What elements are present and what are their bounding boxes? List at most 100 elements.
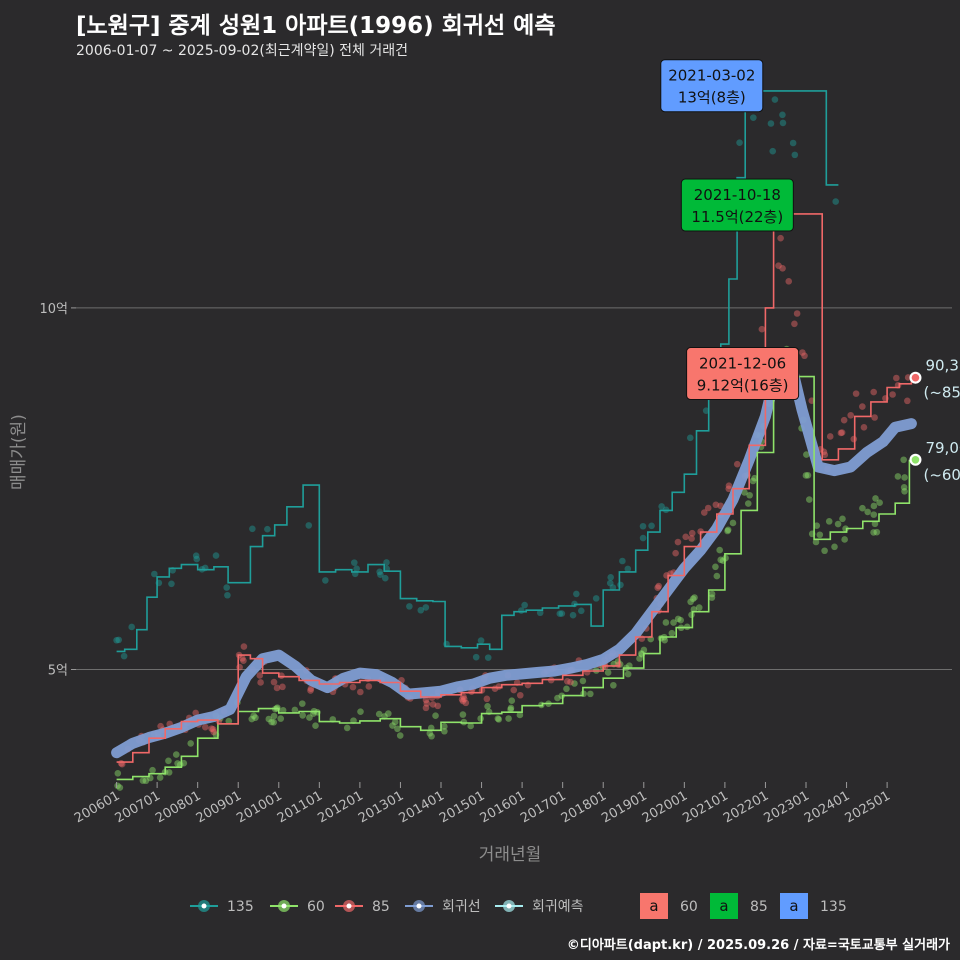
series-135-point <box>264 525 271 533</box>
series-135-point <box>477 637 485 644</box>
x-axis-label: 거래년월 <box>478 845 542 865</box>
series-60-point <box>746 491 753 499</box>
series-135-point <box>648 522 655 530</box>
series-60-point <box>268 718 275 726</box>
series-135-point <box>115 636 122 644</box>
series-60-point <box>610 681 617 689</box>
series-60-point <box>357 708 364 715</box>
series-60-point <box>505 715 512 722</box>
series-60-point <box>812 538 820 546</box>
series-135-point <box>472 653 480 661</box>
series-85-point <box>483 695 491 703</box>
series-60-point <box>668 629 676 637</box>
series-135-point <box>609 584 617 591</box>
series-85-point <box>733 460 741 468</box>
series-135-point <box>223 584 230 591</box>
x-tick-label: 200701 <box>113 788 163 826</box>
series-85-point <box>672 549 679 557</box>
y-tick-label: 5억 <box>48 664 68 679</box>
series-85-point <box>422 696 430 704</box>
series-135-point <box>573 590 580 598</box>
series-60-point <box>839 515 846 523</box>
series-85-point <box>850 435 858 443</box>
series-60-point <box>165 769 173 776</box>
legend-item-회귀선: 회귀선 <box>405 899 481 915</box>
series-60-point <box>841 536 848 543</box>
annotation-135: 2021-03-02 13억(8층) <box>660 59 764 113</box>
series-135-point <box>484 654 492 661</box>
series-60-point <box>250 712 258 720</box>
series-60-point <box>894 473 902 480</box>
legend-item-135: 135 <box>190 899 254 915</box>
series-85-point <box>826 433 834 440</box>
series-85-point <box>270 678 278 686</box>
x-tick-label: 201501 <box>437 788 487 826</box>
series-60-point <box>831 543 838 551</box>
series-85-point <box>791 320 798 328</box>
series-135-point <box>212 552 220 559</box>
series-85-point <box>615 661 622 669</box>
series-85-point <box>357 688 364 696</box>
series-85-point <box>423 700 431 707</box>
legend-item-60: 60 <box>270 899 325 915</box>
series-85-point <box>674 538 682 546</box>
series-60-point <box>385 710 392 717</box>
series-135-point <box>779 119 787 127</box>
series-135-point <box>769 147 777 155</box>
series-135-point <box>381 574 389 582</box>
series-60-point <box>876 499 883 506</box>
series-135-point <box>639 534 647 542</box>
series-60-point <box>803 451 810 458</box>
series-60-point <box>751 474 758 482</box>
series-135-point <box>168 580 175 588</box>
series-60-point <box>870 502 878 510</box>
series-60-point <box>579 677 587 685</box>
series-85-point <box>563 678 571 685</box>
series-60-point <box>872 495 879 502</box>
x-tick-label: 202101 <box>680 788 730 826</box>
regression-line <box>111 353 917 759</box>
series-60-point <box>900 456 907 464</box>
series-60-point <box>741 489 748 496</box>
series-85-point <box>840 416 848 424</box>
chart-subtitle: 2006-01-07 ~ 2025-09-02(최근계약일) 전체 거래건 <box>76 43 408 59</box>
series-135-point <box>224 591 231 599</box>
x-tick-label: 201301 <box>356 788 406 826</box>
legend: 135 60 85 회귀선 회귀예측 a 60 a 85 a 135 <box>190 893 847 919</box>
series-60-point <box>432 712 439 719</box>
series-85-point <box>462 699 470 707</box>
series-60-point <box>391 718 399 726</box>
series-60-point <box>624 670 632 678</box>
series-60-point <box>689 595 697 603</box>
series-60-point <box>459 711 467 718</box>
series-85-point <box>349 683 357 691</box>
legend-box-60: a 60 <box>640 893 698 919</box>
legend-box-key <box>780 893 808 919</box>
series-60-point <box>816 531 824 539</box>
series-85-point <box>201 723 209 731</box>
series-60-point <box>225 717 233 725</box>
series-85-point <box>801 352 808 360</box>
series-60-point <box>484 703 491 710</box>
legend-key-dot <box>416 903 422 909</box>
x-tick-label: 201801 <box>559 788 609 826</box>
series-85-point <box>799 349 806 356</box>
series-85-point <box>775 262 782 269</box>
series-60-point <box>298 700 306 707</box>
series-135-point <box>617 581 624 589</box>
series-60-point <box>717 556 724 564</box>
series-135-point <box>624 565 632 573</box>
legend-label: 135 <box>227 899 254 915</box>
legend-key-dot <box>506 903 512 909</box>
legend-box-label: 135 <box>820 899 847 915</box>
series-60-point <box>638 650 645 657</box>
series-60-point <box>389 722 396 729</box>
series-60-point <box>343 724 351 732</box>
series-135-point <box>791 151 799 159</box>
series-135-point <box>249 525 256 533</box>
series-85-point <box>688 529 696 537</box>
series-85-point <box>682 533 689 541</box>
series-60-point <box>494 715 502 722</box>
x-tick-label: 201401 <box>397 788 447 826</box>
